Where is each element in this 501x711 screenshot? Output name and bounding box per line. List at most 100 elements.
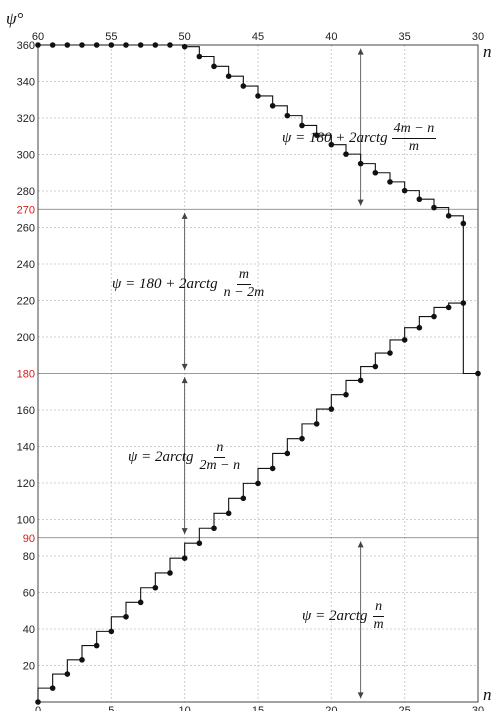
- x-bottom-tick-label: 5: [108, 705, 114, 711]
- data-point: [372, 363, 379, 370]
- data-point: [49, 685, 56, 691]
- y-tick-label: 200: [17, 332, 35, 344]
- y-tick-label: 60: [23, 588, 35, 600]
- x-bottom-axis-label: n: [483, 685, 492, 704]
- data-points: [35, 42, 481, 705]
- range-arrowhead: [357, 199, 364, 206]
- data-point: [137, 599, 144, 606]
- data-point: [123, 42, 129, 48]
- data-point: [240, 495, 247, 502]
- x-top-tick-label: 60: [32, 31, 44, 43]
- data-point: [328, 406, 335, 412]
- range-arrowhead: [181, 528, 188, 535]
- data-point: [255, 93, 261, 99]
- formula-denominator: n − 2m: [223, 284, 265, 300]
- range-arrowhead: [357, 692, 364, 699]
- y-tick-label: 220: [17, 296, 35, 308]
- x-top-tick-label: 40: [325, 31, 337, 43]
- data-point: [357, 160, 364, 167]
- data-point: [343, 151, 349, 157]
- x-bottom-tick-label: 15: [252, 705, 264, 711]
- x-bottom-tick-labels: 0 5 10 15 20 25 30: [35, 705, 484, 711]
- formula-lhs: ψ = 2arctg: [302, 607, 368, 624]
- range-arrows: [181, 48, 364, 699]
- data-point: [64, 42, 71, 48]
- formula-lower-middle: ψ = 2arctg n 2m − n: [128, 440, 243, 473]
- formula-lhs: ψ = 180 + 2arctg: [112, 275, 218, 292]
- data-point: [269, 102, 276, 109]
- data-point: [108, 42, 115, 48]
- formula-numerator: n: [214, 440, 226, 458]
- data-point: [49, 42, 56, 48]
- formula-fraction: n 2m − n: [198, 440, 243, 473]
- y-tick-label: 140: [17, 442, 35, 454]
- data-point: [416, 196, 423, 203]
- y-tick-label: 340: [17, 77, 35, 89]
- data-point: [475, 370, 481, 377]
- range-arrowhead: [181, 212, 188, 219]
- data-point: [284, 112, 291, 119]
- data-point: [299, 122, 305, 129]
- y-tick-label: 280: [17, 186, 35, 198]
- x-top-tick-label: 30: [472, 31, 484, 43]
- data-point: [387, 350, 393, 356]
- formula-numerator: m: [236, 267, 252, 285]
- formula-upper-middle: ψ = 180 + 2arctg m n − 2m: [112, 267, 267, 300]
- data-point: [196, 53, 203, 60]
- y-axis-label: ψ°: [6, 9, 24, 28]
- formula-fraction: m n − 2m: [222, 267, 267, 300]
- formula-fraction: 4m − n m: [391, 121, 437, 154]
- formula-numerator: 4m − n: [391, 121, 437, 139]
- y-tick-label: 320: [17, 113, 35, 125]
- y-tick-label: 120: [17, 478, 35, 490]
- range-arrowhead: [181, 377, 188, 384]
- range-arrowhead: [357, 48, 364, 55]
- data-point: [225, 73, 232, 80]
- formula-denominator: m: [408, 138, 420, 154]
- data-point: [431, 204, 437, 211]
- y-tick-label: 360: [17, 40, 35, 52]
- data-point: [445, 304, 452, 311]
- data-point: [181, 43, 188, 50]
- data-point: [313, 132, 320, 138]
- x-bottom-tick-label: 30: [472, 705, 484, 711]
- formula-bottom: ψ = 2arctg n m: [302, 599, 386, 632]
- y-tick-label: 80: [23, 551, 35, 563]
- data-point: [401, 187, 408, 194]
- data-point: [152, 584, 159, 591]
- data-point: [211, 525, 217, 532]
- data-point: [79, 42, 85, 48]
- formula-fraction: n m: [372, 599, 386, 632]
- x-bottom-tick-label: 25: [399, 705, 411, 711]
- x-top-axis-label: n: [483, 42, 492, 61]
- y-tick-label: 300: [17, 150, 35, 162]
- data-point: [416, 324, 423, 331]
- data-point: [328, 141, 335, 148]
- y-tick-label: 20: [23, 661, 35, 673]
- data-point: [64, 671, 71, 677]
- formula-denominator: m: [373, 616, 384, 632]
- data-point: [181, 555, 188, 561]
- data-point: [137, 42, 144, 48]
- data-point: [211, 63, 217, 70]
- x-bottom-tick-label: 10: [179, 705, 191, 711]
- data-point: [35, 42, 41, 48]
- x-top-tick-label: 55: [105, 31, 117, 43]
- data-point: [357, 377, 364, 384]
- data-point: [240, 83, 247, 89]
- data-point: [445, 213, 452, 219]
- data-point: [167, 42, 173, 48]
- data-point: [460, 220, 467, 227]
- data-point: [269, 465, 276, 472]
- x-bottom-tick-label: 20: [325, 705, 337, 711]
- data-point: [313, 421, 320, 427]
- data-point: [35, 699, 41, 705]
- reference-lines: [38, 208, 478, 539]
- data-point: [196, 540, 203, 547]
- data-point: [284, 450, 291, 457]
- y-tick-label: 100: [17, 515, 35, 527]
- data-point: [299, 435, 305, 442]
- formula-top: ψ = 180 + 2arctg 4m − n m: [282, 121, 437, 154]
- y-tick-label: 260: [17, 223, 35, 235]
- x-top-tick-label: 50: [179, 31, 191, 43]
